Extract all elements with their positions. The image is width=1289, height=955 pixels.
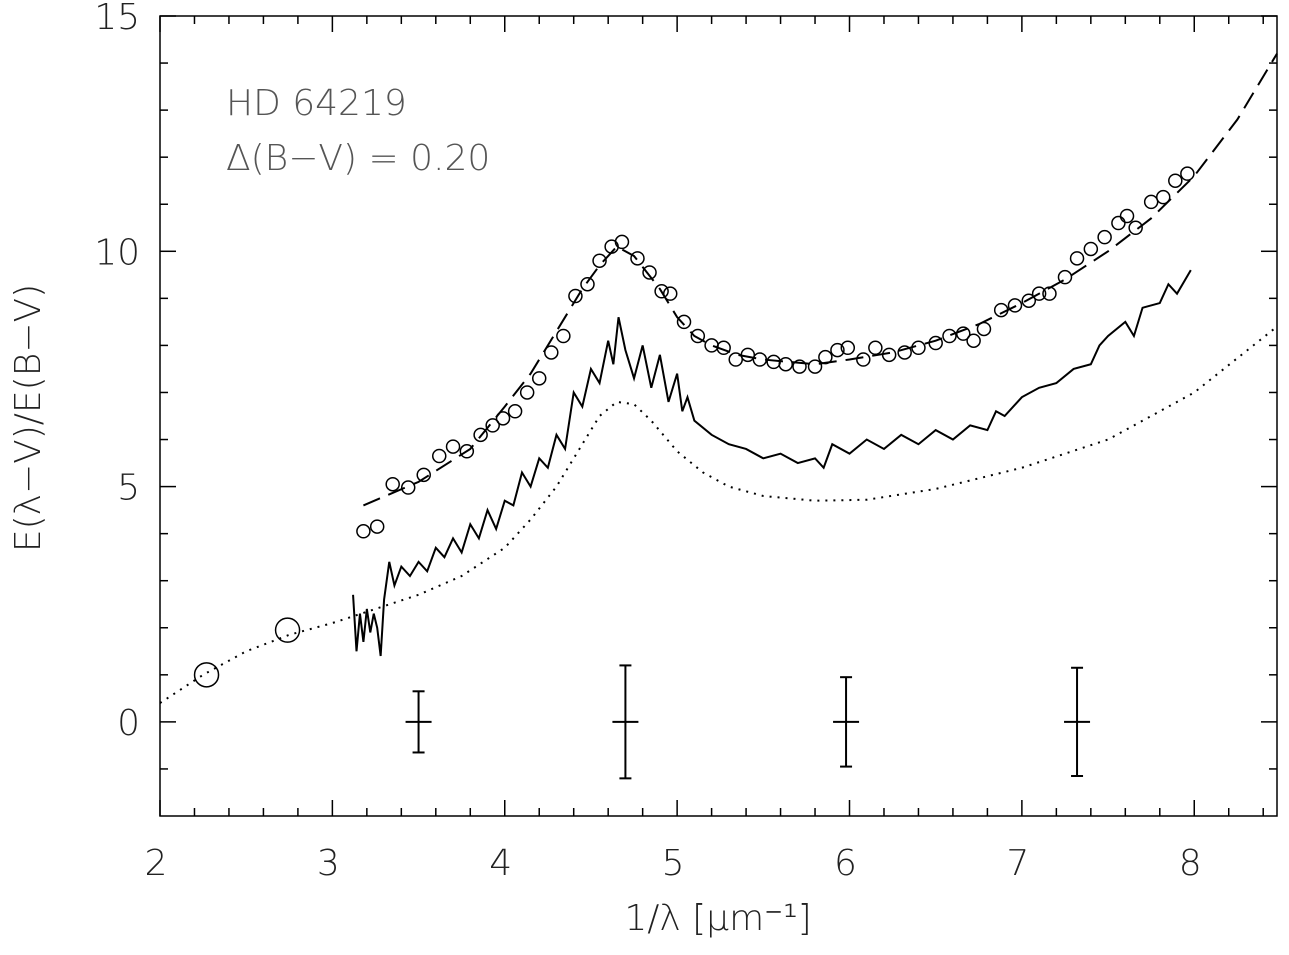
data-point bbox=[531, 371, 547, 386]
data-point bbox=[1097, 229, 1112, 245]
data-point bbox=[544, 345, 559, 360]
data-point bbox=[830, 342, 845, 358]
data-point bbox=[1180, 166, 1195, 181]
data-line bbox=[363, 53, 1278, 507]
data-point bbox=[868, 340, 883, 356]
data-point bbox=[740, 347, 756, 363]
data-point bbox=[752, 352, 768, 367]
data-point bbox=[792, 359, 807, 374]
data-point bbox=[556, 328, 571, 344]
data-point bbox=[568, 288, 583, 304]
data-point bbox=[662, 286, 678, 301]
data-point bbox=[818, 349, 833, 365]
data-point bbox=[519, 385, 535, 400]
data-point bbox=[495, 411, 511, 426]
data-point bbox=[1007, 298, 1023, 313]
data-point bbox=[592, 253, 607, 268]
y-tick-label: 15 bbox=[94, 0, 140, 38]
y-axis-label: E(λ−V)/E(B−V) bbox=[8, 284, 49, 552]
data-point bbox=[1143, 194, 1159, 210]
data-point bbox=[928, 335, 943, 351]
data-point bbox=[400, 480, 416, 495]
data-line bbox=[159, 325, 1278, 704]
x-axis-label: 1/λ [μm⁻¹] bbox=[624, 898, 811, 939]
data-point bbox=[676, 314, 692, 330]
data-point bbox=[485, 418, 500, 433]
data-point bbox=[193, 662, 220, 688]
y-tick-label: 5 bbox=[117, 468, 140, 509]
data-point bbox=[630, 251, 645, 266]
data-point bbox=[690, 328, 706, 344]
data-point bbox=[416, 467, 431, 483]
data-point bbox=[942, 328, 957, 344]
data-point bbox=[580, 276, 595, 292]
data-point bbox=[356, 524, 371, 539]
data-point bbox=[807, 359, 823, 374]
data-point bbox=[1069, 251, 1085, 266]
data-point bbox=[993, 302, 1009, 318]
data-point bbox=[473, 427, 488, 443]
data-point bbox=[1128, 220, 1143, 236]
data-point bbox=[1057, 269, 1073, 285]
y-tick-label: 10 bbox=[94, 232, 140, 273]
data-point bbox=[274, 617, 301, 643]
data-point bbox=[1042, 286, 1057, 301]
data-point bbox=[966, 333, 981, 348]
data-point bbox=[507, 404, 523, 419]
data-line bbox=[352, 269, 1192, 657]
data-point bbox=[642, 265, 657, 280]
data-point bbox=[1155, 189, 1171, 205]
data-point bbox=[856, 352, 871, 367]
data-point bbox=[716, 340, 731, 356]
data-point bbox=[1168, 173, 1183, 188]
data-point bbox=[1111, 215, 1126, 231]
x-tick-label: 8 bbox=[1179, 843, 1202, 884]
data-point bbox=[445, 439, 461, 454]
data-point bbox=[881, 347, 897, 363]
data-point bbox=[976, 321, 992, 337]
x-tick-label: 7 bbox=[1006, 843, 1029, 884]
y-tick-label: 0 bbox=[117, 703, 140, 744]
data-point bbox=[956, 326, 971, 341]
x-tick-label: 6 bbox=[834, 843, 857, 884]
x-tick-label: 2 bbox=[145, 843, 168, 884]
data-point bbox=[728, 352, 743, 367]
annotation: HD 64219 bbox=[226, 83, 407, 124]
data-point bbox=[1021, 293, 1037, 308]
data-point bbox=[459, 444, 475, 459]
data-point bbox=[1119, 208, 1135, 224]
data-point bbox=[704, 338, 719, 353]
data-point bbox=[654, 284, 669, 299]
data-point bbox=[369, 519, 385, 534]
data-point bbox=[614, 234, 630, 250]
x-tick-label: 5 bbox=[662, 843, 685, 884]
data-point bbox=[1031, 286, 1047, 301]
data-point bbox=[385, 476, 400, 492]
data-point bbox=[778, 356, 793, 372]
data-point bbox=[432, 448, 447, 464]
x-tick-label: 4 bbox=[489, 843, 512, 884]
data-point bbox=[840, 340, 856, 356]
annotation: Δ(B−V) = 0.20 bbox=[226, 138, 490, 179]
plot-frame bbox=[159, 15, 1278, 817]
x-tick-label: 3 bbox=[317, 843, 340, 884]
data-point bbox=[1083, 241, 1099, 257]
data-point bbox=[897, 345, 912, 360]
data-point bbox=[911, 340, 926, 356]
